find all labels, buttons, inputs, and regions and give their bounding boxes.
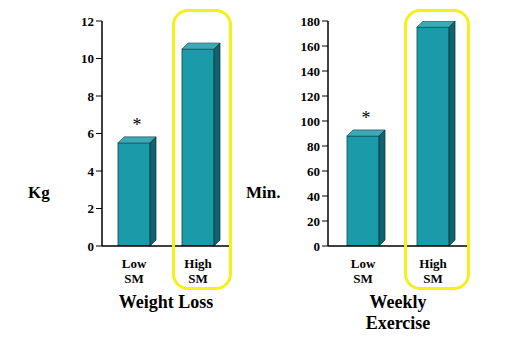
svg-text:HighSM: HighSM xyxy=(184,256,212,286)
svg-text:0: 0 xyxy=(88,239,95,254)
svg-text:140: 140 xyxy=(301,64,321,79)
html-text:Weight Loss: Weight Loss xyxy=(118,292,214,312)
svg-text:10: 10 xyxy=(81,51,94,66)
svg-text:4: 4 xyxy=(88,164,95,179)
svg-text:2: 2 xyxy=(88,201,95,216)
svg-text:LowSM: LowSM xyxy=(351,256,376,286)
svg-text:60: 60 xyxy=(307,164,320,179)
html-text:Kg: Kg xyxy=(28,183,50,202)
svg-text:100: 100 xyxy=(301,114,321,129)
svg-text:*: * xyxy=(362,108,371,128)
html-text:Weekly Exercise: Weekly Exercise xyxy=(365,292,431,333)
svg-text:8: 8 xyxy=(88,89,95,104)
svg-text:LowSM: LowSM xyxy=(122,256,147,286)
svg-text:160: 160 xyxy=(301,39,321,54)
svg-text:0: 0 xyxy=(314,239,321,254)
svg-text:*: * xyxy=(133,115,142,135)
svg-text:HighSM: HighSM xyxy=(419,256,447,286)
svg-text:40: 40 xyxy=(307,189,320,204)
svg-text:20: 20 xyxy=(307,214,320,229)
svg-text:12: 12 xyxy=(81,14,94,29)
svg-text:120: 120 xyxy=(301,89,321,104)
svg-text:180: 180 xyxy=(301,14,321,29)
html-text:Min.: Min. xyxy=(246,183,281,202)
svg-text:80: 80 xyxy=(307,139,320,154)
svg-text:6: 6 xyxy=(88,126,95,141)
